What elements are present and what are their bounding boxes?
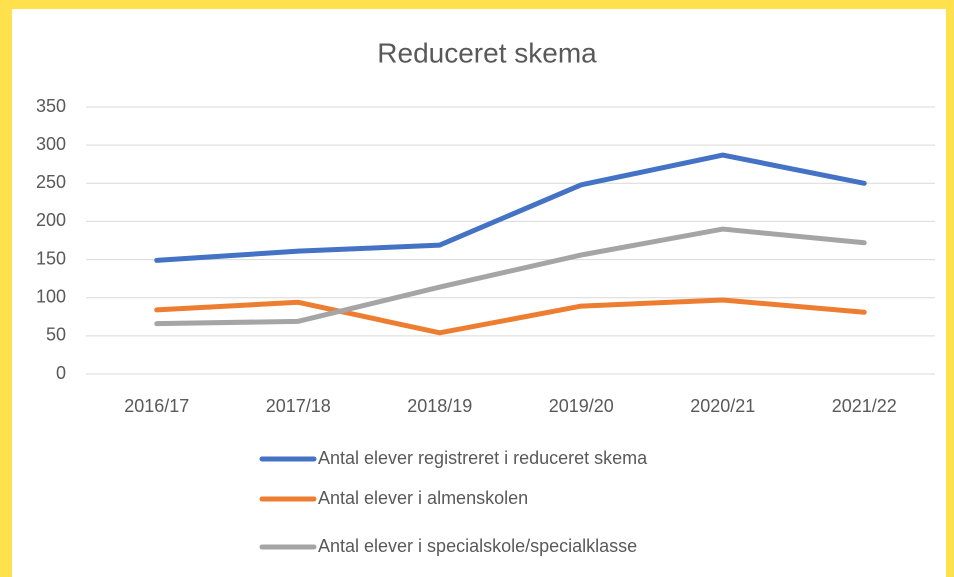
y-tick-label: 250 — [36, 172, 66, 192]
legend-label: Antal elever i almenskolen — [318, 488, 528, 508]
x-tick-label: 2018/19 — [407, 396, 472, 416]
y-tick-label: 350 — [36, 96, 66, 116]
chart-title: Reduceret skema — [377, 37, 597, 68]
data-line — [154, 226, 867, 327]
x-tick-label: 2020/21 — [690, 396, 755, 416]
y-tick-label: 100 — [36, 286, 66, 306]
x-tick-label: 2017/18 — [266, 396, 331, 416]
data-line — [154, 297, 867, 336]
data-line — [154, 152, 867, 263]
y-tick-label: 200 — [36, 210, 66, 230]
y-tick-label: 150 — [36, 248, 66, 268]
x-tick-label: 2019/20 — [549, 396, 614, 416]
x-tick-label: 2016/17 — [124, 396, 189, 416]
chart-area — [12, 9, 946, 577]
legend-label: Antal elever registreret i reduceret ske… — [318, 448, 648, 468]
y-tick-label: 0 — [56, 363, 66, 383]
legend-label: Antal elever i specialskole/specialklass… — [318, 536, 637, 556]
y-tick-label: 300 — [36, 134, 66, 154]
y-tick-label: 50 — [46, 325, 66, 345]
x-tick-label: 2021/22 — [832, 396, 897, 416]
